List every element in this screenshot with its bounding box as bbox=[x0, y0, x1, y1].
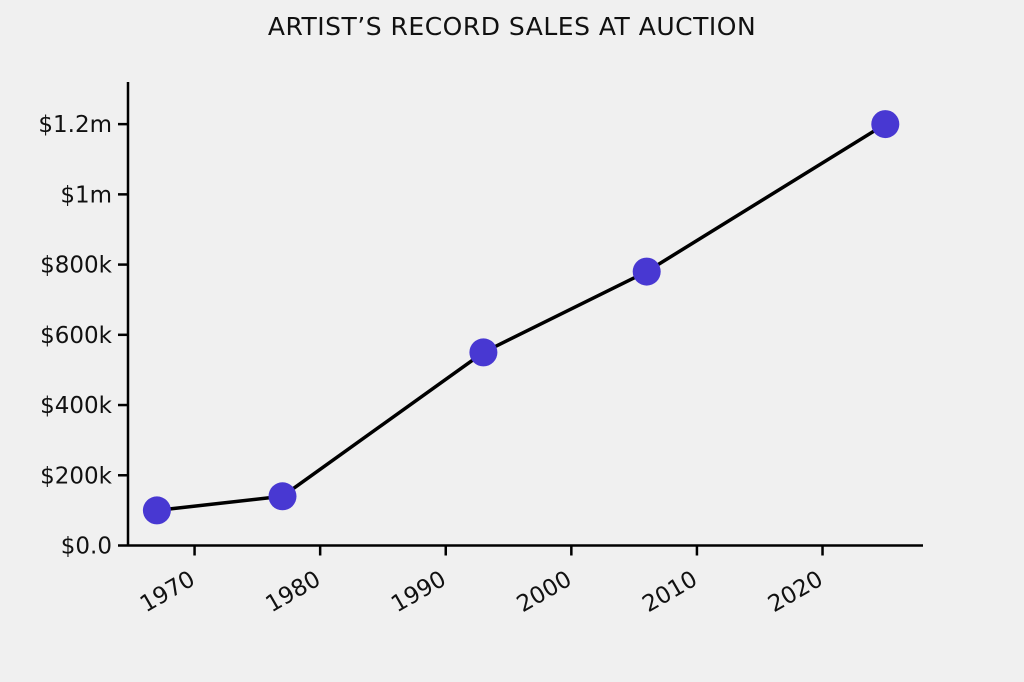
x-tick-label: 2000 bbox=[513, 566, 577, 618]
y-axis-ticks: $0.0 $200k $400k $600k $800k $1m $1.2m bbox=[38, 112, 128, 560]
data-point-marker bbox=[871, 110, 900, 139]
y-tick-label: $0.0 bbox=[61, 534, 112, 560]
y-tick-label: $1m bbox=[60, 182, 112, 208]
axes-spines bbox=[126, 82, 923, 547]
data-point-marker bbox=[268, 482, 297, 511]
x-tick-label: 1980 bbox=[261, 566, 325, 618]
y-tick-label: $1.2m bbox=[38, 112, 112, 138]
data-points bbox=[142, 110, 900, 525]
y-tick-label: $400k bbox=[40, 393, 113, 419]
data-point-marker bbox=[142, 496, 171, 525]
x-tick-label: 2010 bbox=[638, 566, 702, 618]
y-tick-label: $200k bbox=[40, 463, 113, 489]
y-tick-label: $800k bbox=[40, 253, 113, 279]
x-tick-label: 1990 bbox=[387, 566, 451, 618]
x-tick-label: 1970 bbox=[136, 566, 200, 618]
data-point-marker bbox=[632, 257, 661, 286]
x-axis-ticks: 1970 1980 1990 2000 2010 2020 bbox=[136, 545, 828, 618]
data-point-marker bbox=[469, 338, 498, 367]
data-line bbox=[155, 122, 888, 513]
y-tick-label: $600k bbox=[40, 323, 113, 349]
chart-title: ARTIST’S RECORD SALES AT AUCTION bbox=[267, 12, 757, 41]
x-tick-label: 2020 bbox=[764, 566, 828, 618]
